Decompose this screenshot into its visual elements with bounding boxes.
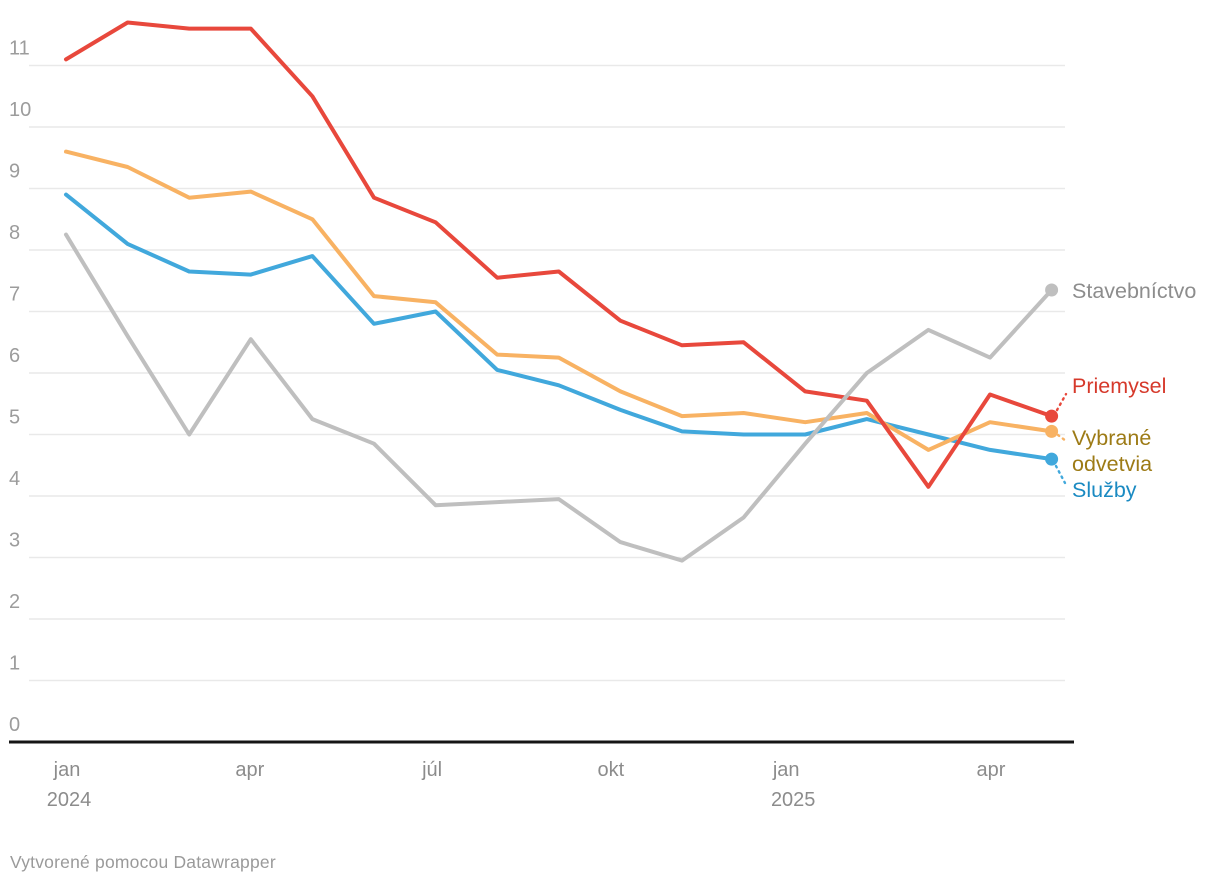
x-tick-label: júl — [421, 759, 442, 781]
x-tick-label: okt — [598, 759, 625, 781]
y-tick-label: 7 — [9, 284, 20, 306]
series-line-priemysel[interactable] — [64, 20, 1054, 489]
y-axis-labels: 0 1 2 3 4 5 6 7 8 9 10 11 — [9, 38, 31, 737]
series-end-dot-vybrane-odvetvia — [1045, 424, 1059, 438]
leader-line-vybrane-odvetvia — [1056, 433, 1068, 443]
series-end-dot-stavebnictvo — [1045, 283, 1059, 297]
leader-line-sluzby — [1054, 464, 1067, 485]
x-axis-labels: jan 2024 apr júl okt jan 2025 apr — [47, 759, 1006, 811]
y-tick-label: 1 — [9, 653, 20, 675]
series-lines — [64, 20, 1054, 563]
series-label-stavebnictvo: Stavebníctvo — [1072, 279, 1196, 303]
series-label-vybrane-odvetvia: Vybrané — [1072, 426, 1151, 450]
series-labels: Stavebníctvo Priemysel VybranéodvetviaSluž… — [1072, 279, 1196, 502]
y-tick-label: 3 — [9, 530, 20, 552]
y-tick-label: 10 — [9, 99, 31, 121]
x-tick-label: apr — [977, 759, 1006, 781]
x-tick-label: apr — [235, 759, 264, 781]
y-tick-label: 2 — [9, 591, 20, 613]
y-tick-label: 9 — [9, 161, 20, 183]
datawrapper-attribution[interactable]: Vytvorené pomocou Datawrapper — [10, 852, 276, 872]
y-tick-label: 11 — [9, 38, 30, 60]
y-tick-label: 8 — [9, 222, 20, 244]
y-tick-label: 0 — [9, 714, 20, 736]
x-tick-label: jan — [772, 759, 800, 781]
x-tick-year-label: 2024 — [47, 789, 92, 811]
series-line-vybrane-odvetvia[interactable] — [64, 149, 1054, 452]
y-tick-label: 5 — [9, 407, 20, 429]
series-end-dot-sluzby — [1045, 452, 1059, 466]
series-end-dots — [1045, 283, 1059, 466]
y-tick-label: 4 — [9, 468, 20, 490]
series-label-sluzby: Služby — [1072, 478, 1137, 502]
series-line-stavebnictvo[interactable] — [64, 232, 1054, 563]
series-end-dot-priemysel — [1045, 409, 1059, 423]
series-label-vybrane-odvetvia: odvetvia — [1072, 452, 1152, 476]
x-tick-year-label: 2025 — [771, 789, 816, 811]
label-leader-lines — [1054, 392, 1068, 485]
gridlines — [29, 64, 1065, 682]
x-tick-label: jan — [53, 759, 81, 781]
series-line-sluzby[interactable] — [64, 192, 1054, 462]
series-label-priemysel: Priemysel — [1072, 374, 1166, 398]
y-tick-label: 6 — [9, 345, 20, 367]
leader-line-priemysel — [1055, 392, 1068, 412]
